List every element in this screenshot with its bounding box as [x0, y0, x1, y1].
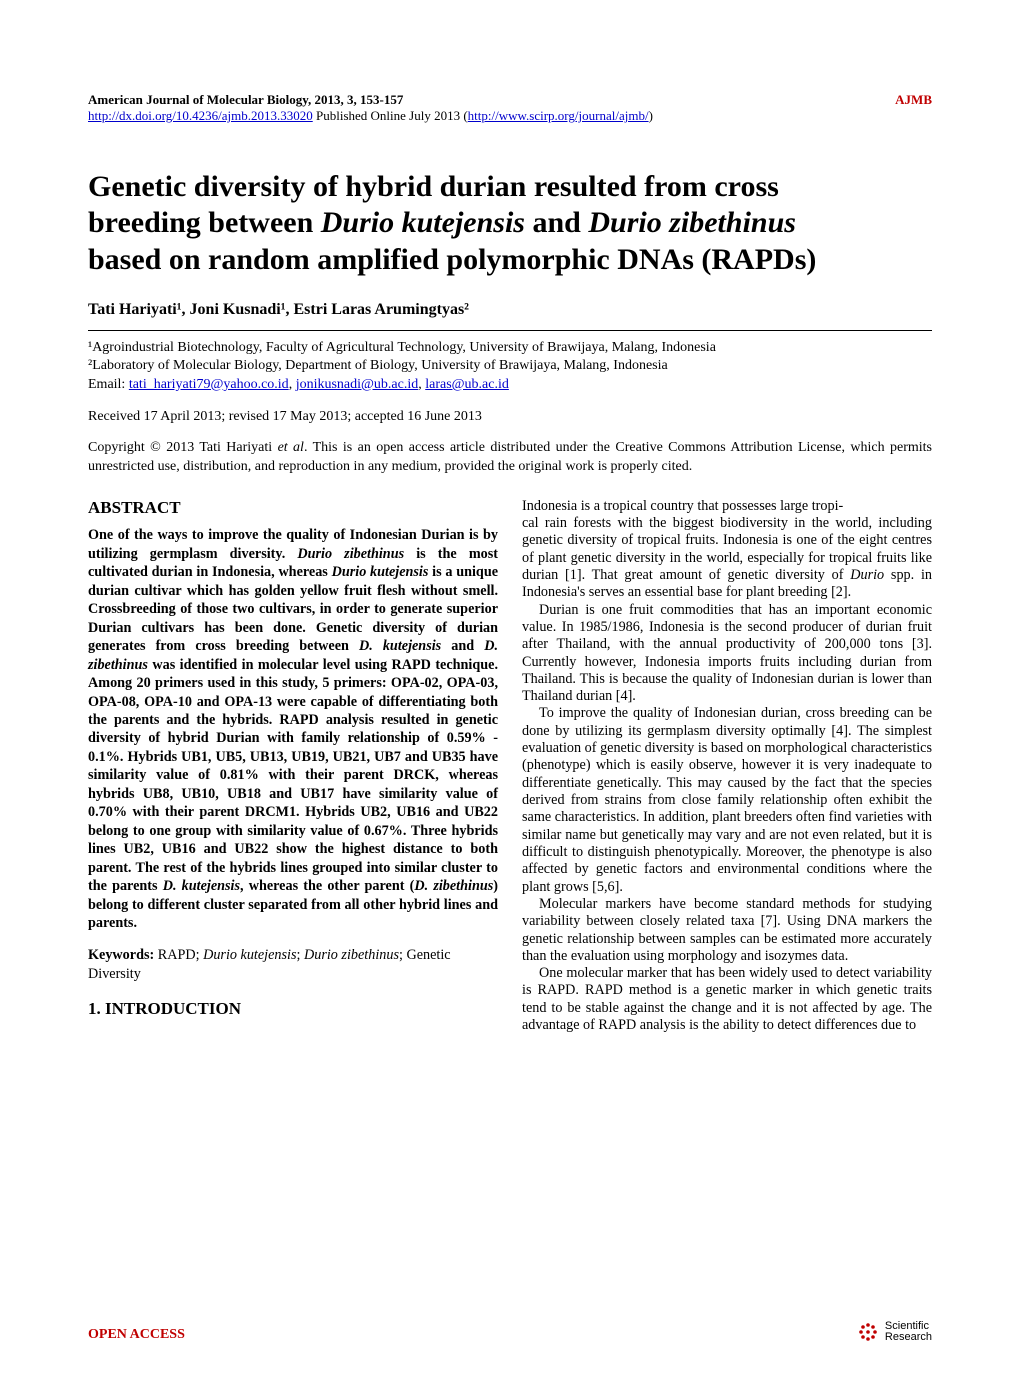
intro-para-1a: Indonesia is a tropical country that pos…: [522, 498, 932, 515]
affiliation-1: ¹Agroindustrial Biotechnology, Faculty o…: [88, 339, 932, 357]
email-3[interactable]: laras@ub.ac.id: [425, 377, 509, 392]
intro-para-1b: cal rain forests with the biggest biodiv…: [522, 515, 932, 602]
intro-para-5: One molecular marker that has been widel…: [522, 965, 932, 1034]
title-species1: Durio kutejensis: [321, 206, 525, 239]
copyright-notice: Copyright © 2013 Tati Hariyati et al. Th…: [88, 439, 932, 475]
pub-text: Published Online July 2013 (: [313, 108, 468, 123]
abstract-heading: ABSTRACT: [88, 498, 498, 519]
title-line1: Genetic diversity of hybrid durian resul…: [88, 170, 779, 203]
intro-heading: 1. INTRODUCTION: [88, 999, 498, 1020]
open-access-label: OPEN ACCESS: [88, 1326, 185, 1344]
author-rule: [88, 330, 932, 331]
logo-text-bottom: Research: [885, 1331, 932, 1343]
title-line3: based on random amplified polymorphic DN…: [88, 243, 816, 276]
close-paren: ): [649, 108, 653, 123]
logo-icon: [857, 1321, 879, 1343]
affiliation-2: ²Laboratory of Molecular Biology, Depart…: [88, 357, 932, 375]
title-line2a: breeding between: [88, 206, 321, 239]
title-species2: Durio zibethinus: [588, 206, 796, 239]
email-1[interactable]: tati_hariyati79@yahoo.co.id: [129, 377, 289, 392]
doi-link[interactable]: http://dx.doi.org/10.4236/ajmb.2013.3302…: [88, 108, 313, 123]
article-title: Genetic diversity of hybrid durian resul…: [88, 169, 932, 279]
intro-para-2: Durian is one fruit commodities that has…: [522, 602, 932, 706]
journal-abbrev: AJMB: [895, 92, 932, 108]
title-and: and: [525, 206, 588, 239]
abstract-text: One of the ways to improve the quality o…: [88, 526, 498, 932]
email-2[interactable]: jonikusnadi@ub.ac.id: [296, 377, 419, 392]
article-dates: Received 17 April 2013; revised 17 May 2…: [88, 408, 932, 426]
journal-url[interactable]: http://www.scirp.org/journal/ajmb/: [468, 108, 649, 123]
keywords: Keywords: RAPD; Durio kutejensis; Durio …: [88, 946, 498, 983]
authors: Tati Hariyati¹, Joni Kusnadi¹, Estri Lar…: [88, 300, 932, 320]
journal-citation: American Journal of Molecular Biology, 2…: [88, 92, 403, 108]
intro-para-4: Molecular markers have become standard m…: [522, 896, 932, 965]
publisher-logo: Scientific Research: [857, 1321, 932, 1343]
intro-para-3: To improve the quality of Indonesian dur…: [522, 705, 932, 895]
email-label: Email:: [88, 377, 129, 392]
